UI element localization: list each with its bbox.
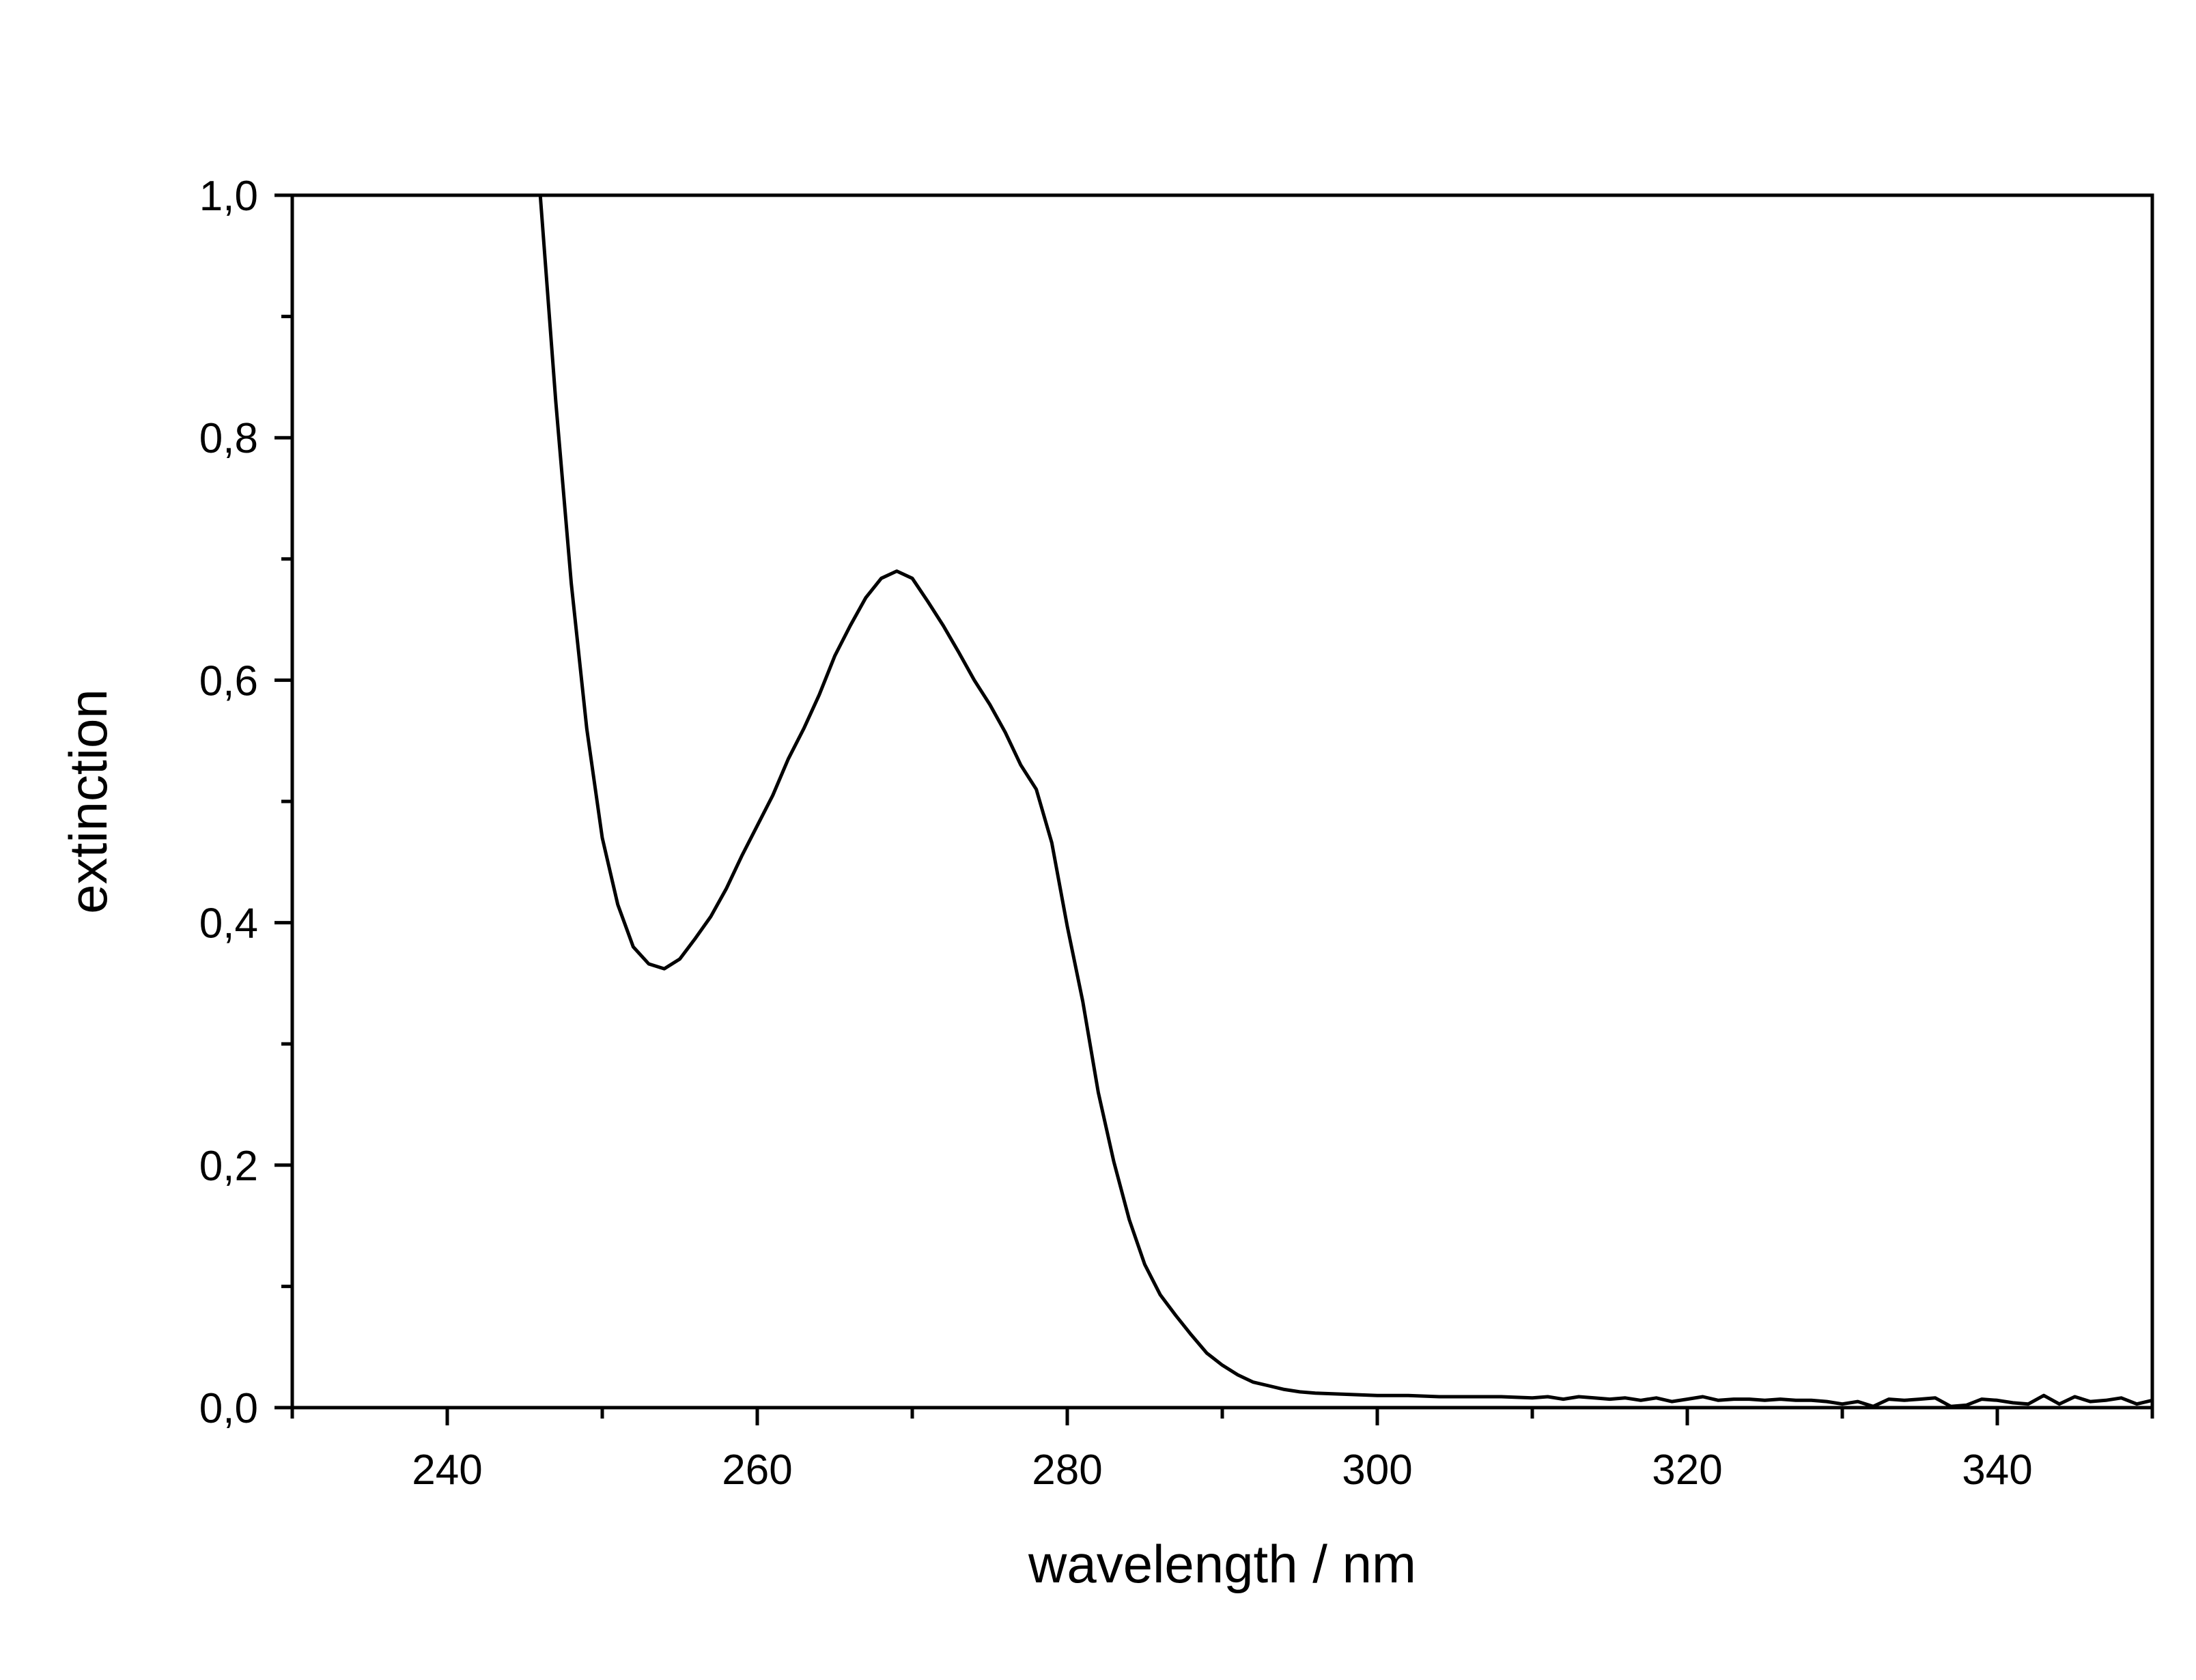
y-tick-label: 0,8 [199,415,258,462]
x-tick-label: 340 [1962,1447,2032,1494]
x-tick-label: 320 [1652,1447,1722,1494]
y-axis-title: extinction [58,689,118,914]
x-tick-label: 280 [1032,1447,1102,1494]
y-tick-label: 1,0 [199,173,258,220]
y-tick-label: 0,0 [199,1385,258,1432]
y-axis-ticks [274,193,292,1410]
y-tick-label: 0,6 [199,657,258,704]
x-axis-tick-labels: 240 260 280 300 320 340 [412,1447,2032,1494]
x-tick-label: 260 [722,1447,792,1494]
x-axis-ticks [290,1408,2154,1425]
extinction-series-line [538,193,2154,1408]
y-tick-label: 0,2 [199,1143,258,1190]
y-axis-tick-labels: 0,0 0,2 0,4 0,6 0,8 1,0 [199,173,258,1432]
plot-frame [290,193,2154,1410]
x-tick-label: 240 [412,1447,482,1494]
x-axis-title: wavelength / nm [1028,1534,1416,1594]
y-tick-label: 0,4 [199,900,258,948]
x-tick-label: 300 [1342,1447,1412,1494]
